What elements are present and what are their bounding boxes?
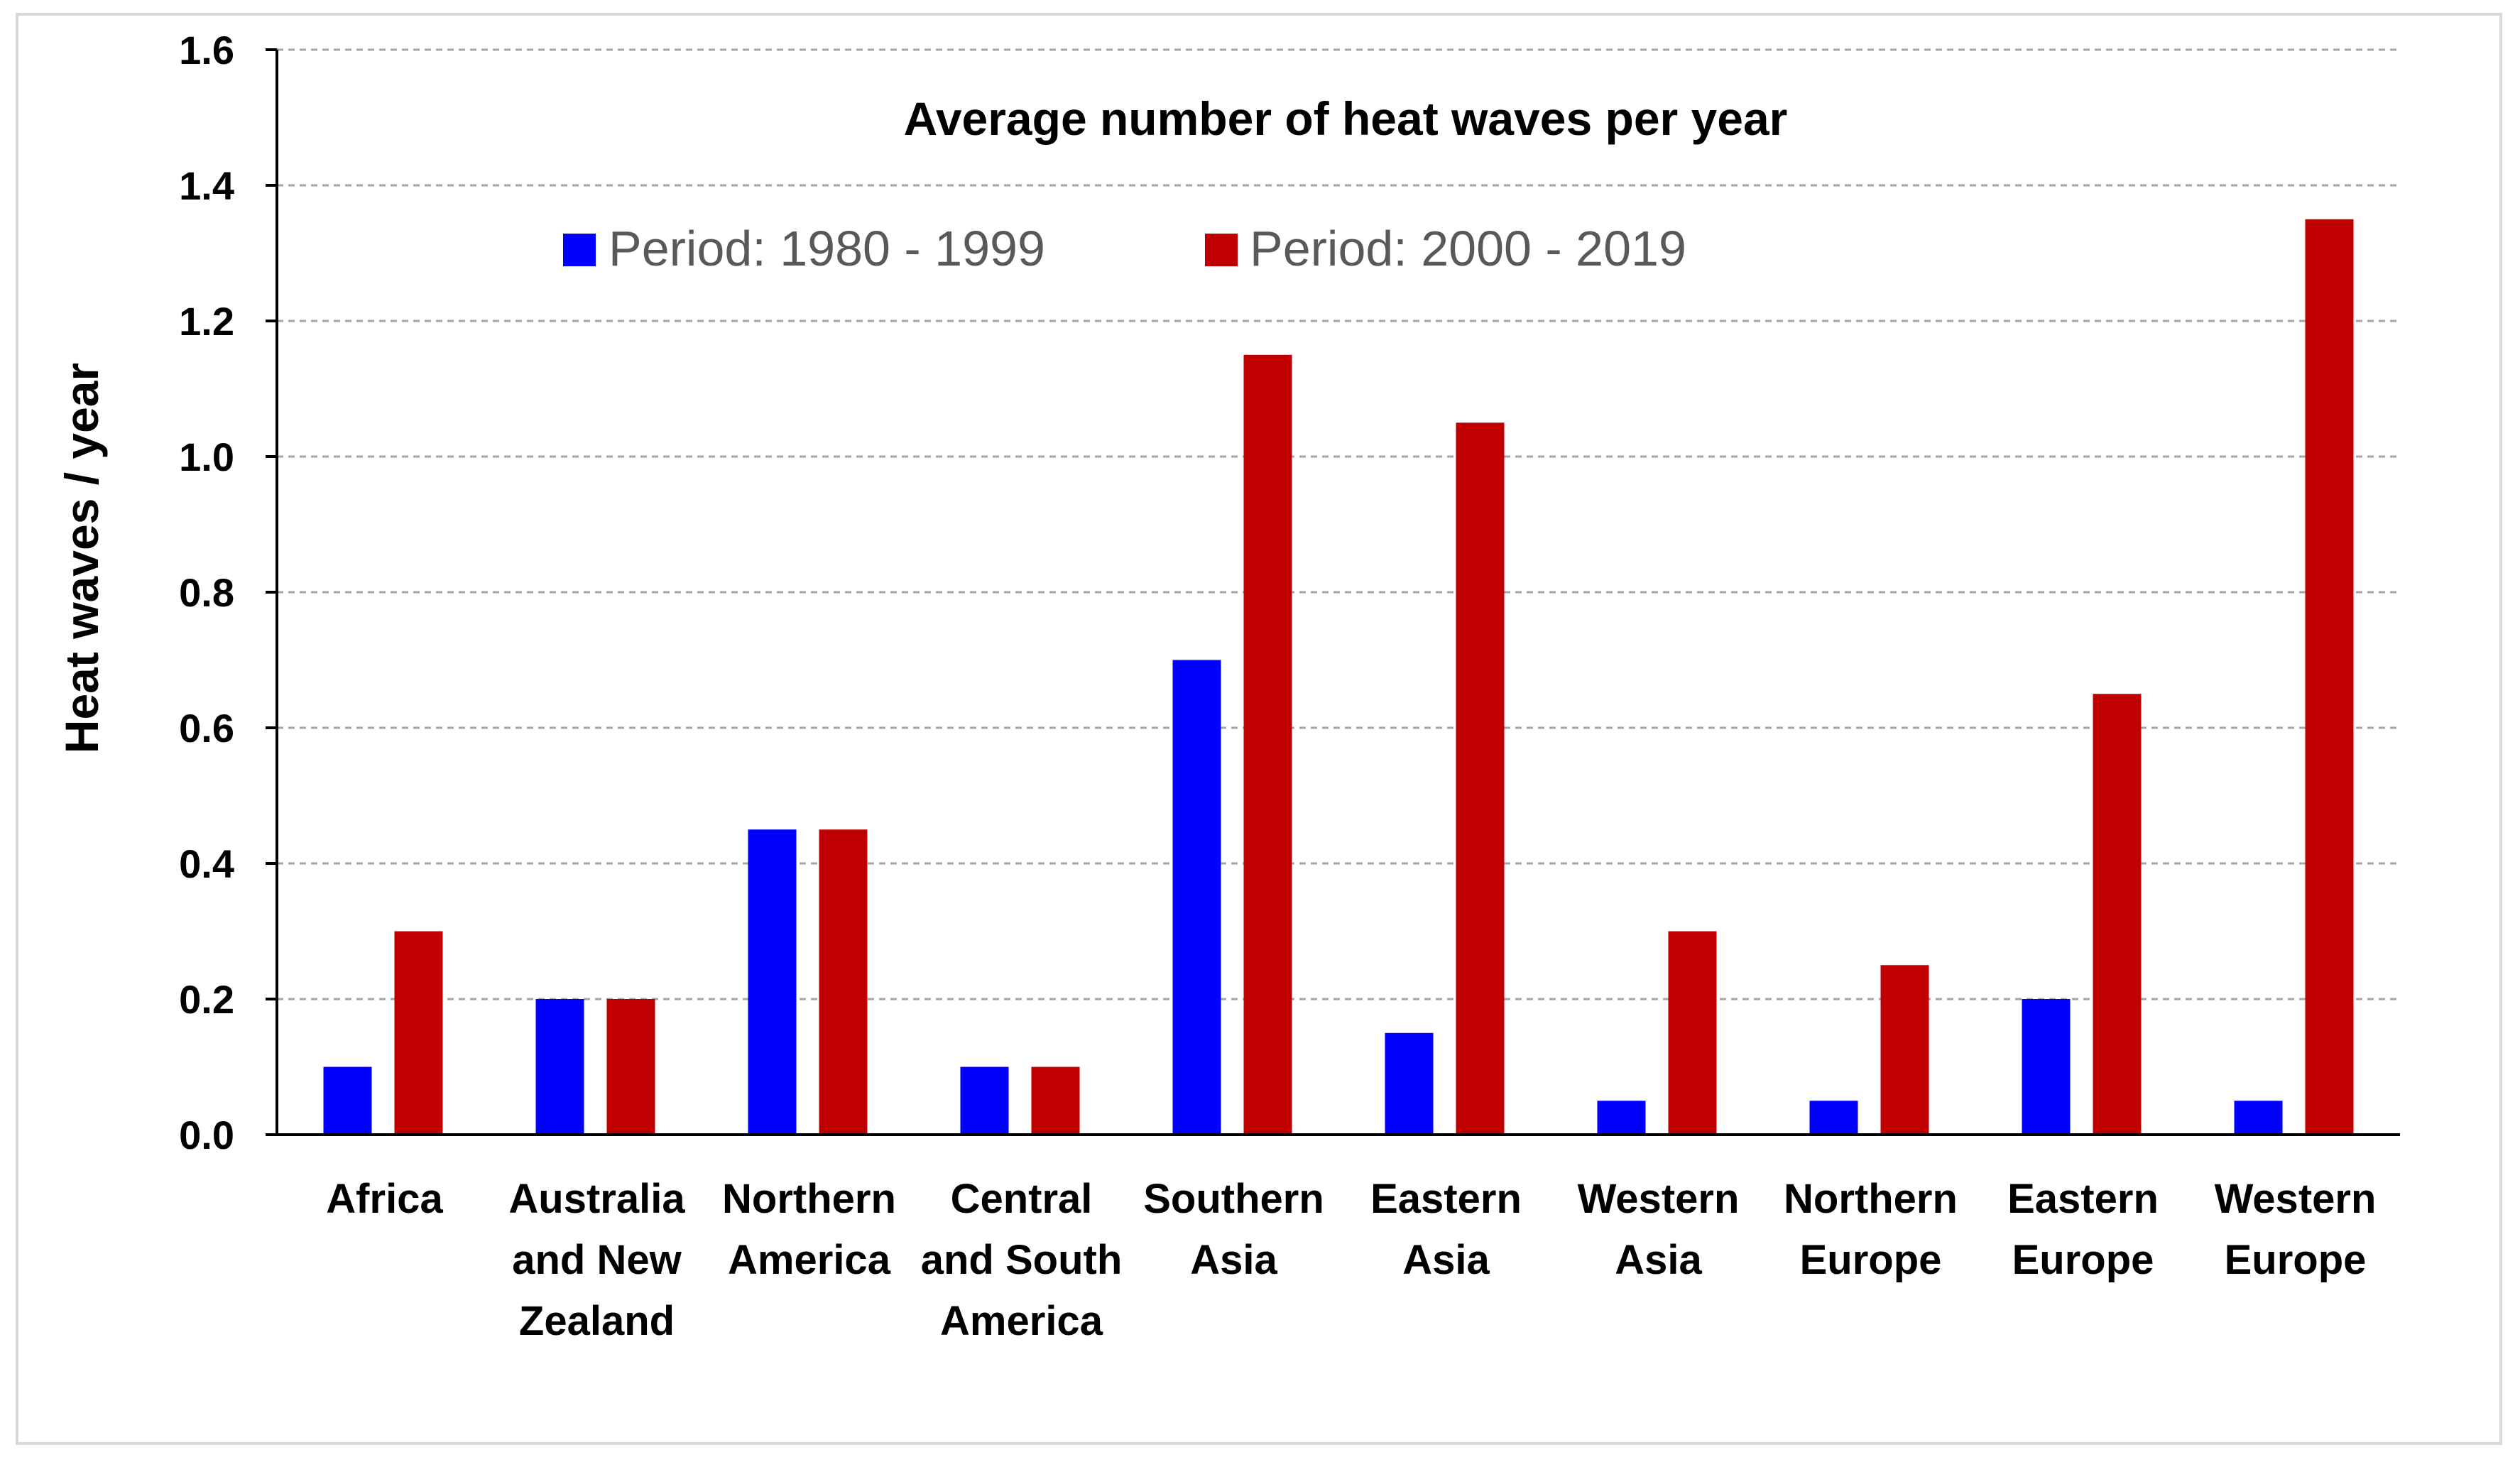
category-label: Africa	[326, 1176, 443, 1222]
bar-1980-1999	[323, 1067, 372, 1135]
category-label-line: Africa	[326, 1176, 443, 1222]
bar-1980-1999	[1385, 1032, 1434, 1135]
legend-swatch-2000-2019	[1205, 234, 1238, 266]
category-label-line: and New	[512, 1237, 682, 1283]
bar-2000-2019	[1668, 931, 1717, 1135]
category-label-line: Southern	[1143, 1176, 1324, 1222]
y-tick-label: 1.6	[179, 28, 234, 72]
bar-1980-1999	[1809, 1101, 1858, 1135]
category-label-line: Zealand	[519, 1298, 675, 1344]
category-label-line: Europe	[2225, 1237, 2367, 1283]
category-label: Australia and New Zealand	[508, 1176, 685, 1344]
category-label-line: Eastern	[2007, 1176, 2159, 1222]
bar-2000-2019	[2093, 694, 2142, 1135]
y-axis-label: Heat waves / year	[55, 363, 108, 753]
category-label-line: Asia	[1615, 1237, 1702, 1283]
bar-2000-2019	[1243, 354, 1292, 1135]
category-label: Northern Europe	[1784, 1176, 1958, 1283]
category-label-line: Asia	[1190, 1237, 1277, 1283]
y-tick-label: 1.2	[179, 299, 234, 344]
axes	[266, 48, 2400, 1136]
y-tick-label: 0.6	[179, 706, 234, 751]
bar-1980-1999	[1172, 660, 1221, 1135]
bar-2000-2019	[606, 999, 655, 1135]
legend-label-2000-2019: Period: 2000 - 2019	[1250, 221, 1686, 276]
category-label: Eastern Asia	[1370, 1176, 1522, 1283]
category-label-line: Northern	[1784, 1176, 1958, 1222]
category-labels: Africa Australia and New Zealand Northern Ame…	[326, 1176, 2376, 1344]
legend-label-1980-1999: Period: 1980 - 1999	[609, 221, 1045, 276]
category-label-line: America	[940, 1298, 1103, 1344]
y-tick-label: 0.4	[179, 841, 234, 886]
category-label-line: Europe	[1800, 1237, 1942, 1283]
bar-1980-1999	[1597, 1101, 1646, 1135]
bar-1980-1999	[2022, 999, 2071, 1135]
category-label: Eastern Europe	[2007, 1176, 2159, 1283]
category-label-line: Central	[951, 1176, 1093, 1222]
category-label-line: Europe	[2012, 1237, 2154, 1283]
bar-2000-2019	[2305, 219, 2354, 1135]
y-tick-label: 0.8	[179, 570, 234, 615]
y-tick-label: 1.4	[179, 163, 234, 208]
y-tick-label: 0.2	[179, 977, 234, 1022]
bar-1980-1999	[2234, 1101, 2283, 1135]
bar-2000-2019	[1456, 422, 1505, 1135]
y-tick-label: 0.0	[179, 1113, 234, 1157]
category-label-line: Northern	[722, 1176, 896, 1222]
category-label-line: Asia	[1402, 1237, 1490, 1283]
bar-2000-2019	[394, 931, 443, 1135]
category-label-line: Western	[1578, 1176, 1740, 1222]
bar-2000-2019	[1880, 965, 1929, 1135]
category-label: Southern Asia	[1143, 1176, 1324, 1283]
bar-2000-2019	[819, 829, 868, 1135]
category-label: Northern America	[722, 1176, 896, 1283]
category-label-line: Eastern	[1370, 1176, 1522, 1222]
category-label: Western Europe	[2215, 1176, 2377, 1283]
legend-swatch-1980-1999	[563, 234, 596, 266]
bar-1980-1999	[960, 1067, 1009, 1135]
category-label-line: and South	[921, 1237, 1123, 1283]
bar-1980-1999	[748, 829, 797, 1135]
y-tick-labels: 0.0 0.2 0.4 0.6 0.8 1.0 1.2 1.4 1.6	[179, 28, 234, 1157]
category-label: Western Asia	[1578, 1176, 1740, 1283]
category-label: Central and South America	[921, 1176, 1123, 1344]
bar-1980-1999	[535, 999, 584, 1135]
gridlines	[277, 48, 2400, 1000]
bar-2000-2019	[1031, 1067, 1080, 1135]
category-label-line: America	[728, 1237, 891, 1283]
category-label-line: Australia	[508, 1176, 685, 1222]
category-label-line: Western	[2215, 1176, 2377, 1222]
chart-title: Average number of heat waves per year	[904, 92, 1788, 145]
legend: Period: 1980 - 1999 Period: 2000 - 2019	[563, 221, 1686, 276]
y-tick-label: 1.0	[179, 435, 234, 479]
bars	[323, 219, 2354, 1135]
